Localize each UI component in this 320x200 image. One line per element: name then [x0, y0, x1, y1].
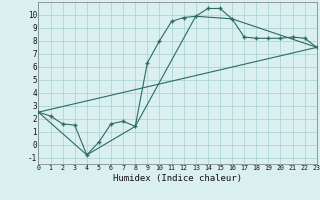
X-axis label: Humidex (Indice chaleur): Humidex (Indice chaleur) — [113, 174, 242, 183]
